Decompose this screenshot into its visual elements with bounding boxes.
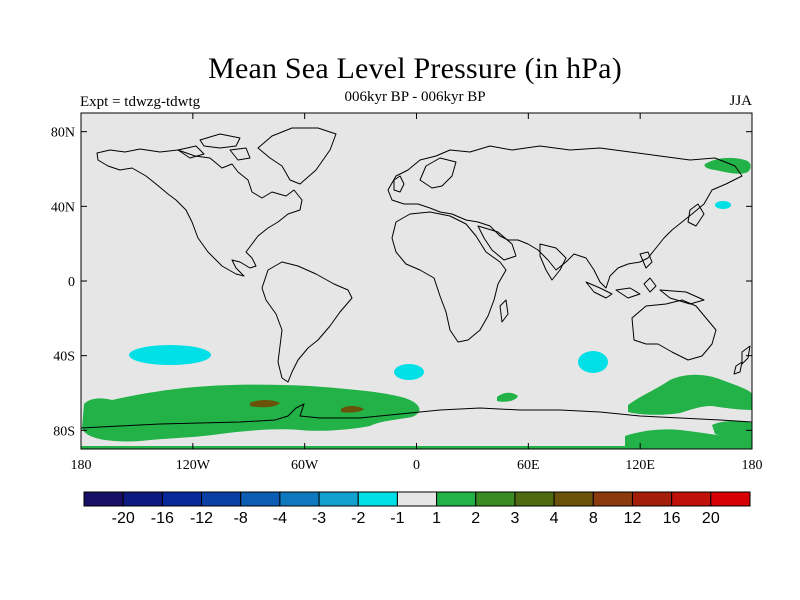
colorbar-swatch (357, 491, 398, 507)
coastline-new-zealand (733, 345, 751, 375)
colorbar-label: 3 (510, 510, 519, 527)
positive-anomaly-region (625, 429, 752, 449)
map-subtitle: 006kyr BP - 006kyr BP (344, 89, 486, 105)
negative-anomaly-region (394, 364, 424, 380)
map-title: Mean Sea Level Pressure (in hPa) (208, 52, 622, 85)
positive-anomaly-region (712, 420, 752, 440)
coastline-antarctica (81, 403, 752, 429)
colorbar-label: 20 (702, 510, 720, 527)
coastline-japan (687, 203, 705, 227)
colorbar-swatch (396, 491, 438, 507)
colorbar-swatch (631, 491, 673, 507)
x-tick-label: 60W (291, 458, 319, 473)
colorbar-label: -20 (112, 510, 135, 527)
coastline-maritime-continent (585, 251, 705, 305)
colorbar-swatch (475, 491, 516, 507)
colorbar-swatch (318, 491, 359, 507)
x-tick-label: 0 (413, 458, 420, 473)
colorbar-swatch (514, 491, 555, 507)
x-tick-label: 180 (742, 458, 763, 473)
colorbar-swatch (279, 491, 320, 507)
y-tick-label: 80N (51, 126, 75, 141)
x-tick-label: 180 (71, 458, 92, 473)
colorbar-label: 4 (550, 510, 559, 527)
colorbar-label: -8 (234, 510, 248, 527)
strong-positive-anomaly-region (250, 400, 280, 408)
strong-positive-anomaly-region (341, 406, 364, 413)
colorbar-label: -4 (273, 510, 287, 527)
colorbar-label: -3 (312, 510, 326, 527)
coastline-arctic-islands (177, 133, 251, 161)
colorbar-swatch (161, 491, 203, 507)
colorbar-label: -1 (390, 510, 404, 527)
colorbar-swatch (83, 491, 124, 507)
coastline-arabia (477, 225, 517, 261)
colorbar-swatch (240, 491, 281, 507)
colorbar: -20 -16 -12 -8 -4 -3 -2 -1 1 2 3 4 8 12 16 20 (83, 491, 751, 527)
axes: 180 120W 60W 0 60E 120E 180 80N 40N 0 40S 80S (51, 113, 763, 473)
x-tick-label: 60E (517, 458, 540, 473)
colorbar-label: -12 (190, 510, 213, 527)
coastline-north-america (96, 148, 303, 277)
coastlines (81, 127, 752, 429)
coastline-greenland (257, 127, 337, 185)
positive-anomaly-region (628, 374, 752, 415)
colorbar-swatch (671, 491, 712, 507)
x-tick-label: 120W (176, 458, 211, 473)
colorbar-label: 1 (432, 510, 441, 527)
coastline-scandinavia (419, 157, 457, 189)
colorbar-swatch (553, 491, 594, 507)
positive-anomaly-region (704, 157, 751, 174)
coastline-africa (391, 211, 507, 343)
y-tick-label: 80S (53, 424, 75, 439)
coastline-madagascar (499, 299, 509, 323)
season-label: JJA (729, 93, 752, 109)
colorbar-swatch (710, 491, 751, 507)
anomaly-regions (81, 157, 752, 449)
coastline-eurasia (387, 145, 743, 289)
colorbar-swatch (201, 491, 242, 507)
colorbar-label: 2 (471, 510, 480, 527)
colorbar-label: 12 (624, 510, 642, 527)
negative-anomaly-region (578, 351, 608, 373)
y-tick-label: 40N (51, 200, 75, 215)
coastline-australia (631, 299, 717, 361)
colorbar-swatch (436, 491, 477, 507)
positive-anomaly-region (82, 384, 420, 442)
colorbar-label: -16 (151, 510, 174, 527)
x-tick-label: 120E (625, 458, 655, 473)
y-tick-label: 40S (53, 350, 75, 365)
colorbar-label: -2 (351, 510, 365, 527)
colorbar-label: 8 (589, 510, 598, 527)
coastline-india (539, 243, 567, 281)
positive-anomaly-region (497, 392, 518, 402)
negative-anomaly-region (715, 201, 731, 209)
experiment-label: Expt = tdwzg-tdwtg (80, 94, 201, 110)
colorbar-swatch (122, 491, 163, 507)
negative-anomaly-region (129, 345, 211, 365)
coastline-south-america (261, 261, 353, 383)
y-tick-label: 0 (68, 275, 75, 290)
colorbar-label: 16 (663, 510, 681, 527)
coastline-british-isles (393, 175, 405, 193)
colorbar-swatch (592, 491, 633, 507)
